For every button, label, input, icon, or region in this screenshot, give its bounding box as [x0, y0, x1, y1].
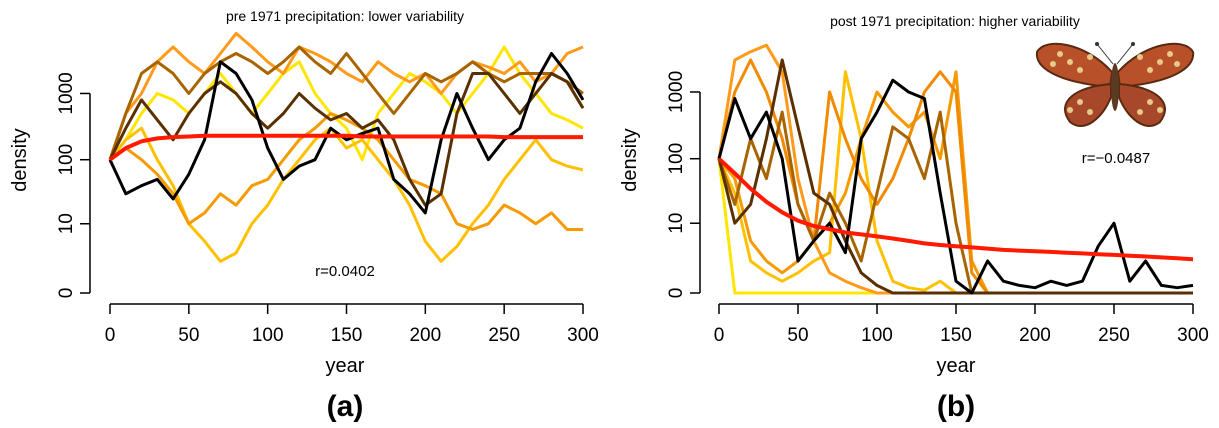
- x-tick-label: 150: [940, 325, 972, 346]
- x-tick-label: 100: [861, 325, 893, 346]
- series-line-8: [717, 78, 1194, 295]
- series-line-4: [108, 31, 584, 161]
- panel-a-title: pre 1971 precipitation: lower variabilit…: [226, 8, 464, 24]
- panel-a-xlabel: year: [326, 355, 365, 377]
- x-tick-label: 250: [1098, 325, 1130, 346]
- series-line-2: [108, 126, 584, 263]
- mean-line: [108, 133, 583, 162]
- mean-line: [717, 157, 1194, 262]
- series-group: [717, 43, 1194, 295]
- y-tick-label: 10: [666, 213, 687, 234]
- panel-b-label: (b): [937, 390, 975, 423]
- series-line-3: [109, 112, 583, 231]
- y-tick-label: 100: [666, 143, 687, 175]
- y-tick-label: 0: [666, 288, 687, 299]
- series-line-6: [108, 72, 585, 207]
- panel-b-annotation: r=−0.0487: [1082, 150, 1150, 167]
- panel-a-ylabel: density: [9, 128, 31, 191]
- panel-a: pre 1971 precipitation: lower variabilit…: [9, 8, 599, 423]
- x-tick-label: 50: [787, 325, 808, 346]
- panel-b-ylabel: density: [619, 128, 641, 191]
- butterfly-image: [1035, 42, 1195, 127]
- series-line-7: [717, 58, 1193, 295]
- y-tick-label: 0: [56, 288, 77, 299]
- panel-a-annotation: r=0.0402: [315, 263, 375, 280]
- x-tick-label: 250: [488, 325, 520, 346]
- y-tick-label: 100: [56, 144, 77, 176]
- series-line-7: [108, 52, 585, 215]
- panel-b-xlabel: year: [937, 355, 976, 377]
- y-tick-label: 1000: [666, 71, 687, 113]
- x-tick-label: 100: [252, 325, 284, 346]
- panel-b: post 1971 precipitation: higher variabil…: [619, 13, 1209, 423]
- x-tick-label: 0: [714, 325, 725, 346]
- x-tick-label: 50: [178, 325, 199, 346]
- x-tick-label: 150: [331, 325, 363, 346]
- x-tick-label: 200: [1019, 325, 1051, 346]
- y-tick-label: 10: [56, 213, 77, 234]
- x-tick-label: 300: [1177, 325, 1209, 346]
- panel-a-label: (a): [327, 390, 364, 423]
- series-line-5: [108, 45, 584, 161]
- panel-b-title: post 1971 precipitation: higher variabil…: [830, 13, 1080, 29]
- x-tick-label: 200: [409, 325, 441, 346]
- x-tick-label: 300: [567, 325, 599, 346]
- series-group: [108, 31, 585, 263]
- x-tick-label: 0: [105, 325, 116, 346]
- y-tick-label: 1000: [56, 72, 77, 114]
